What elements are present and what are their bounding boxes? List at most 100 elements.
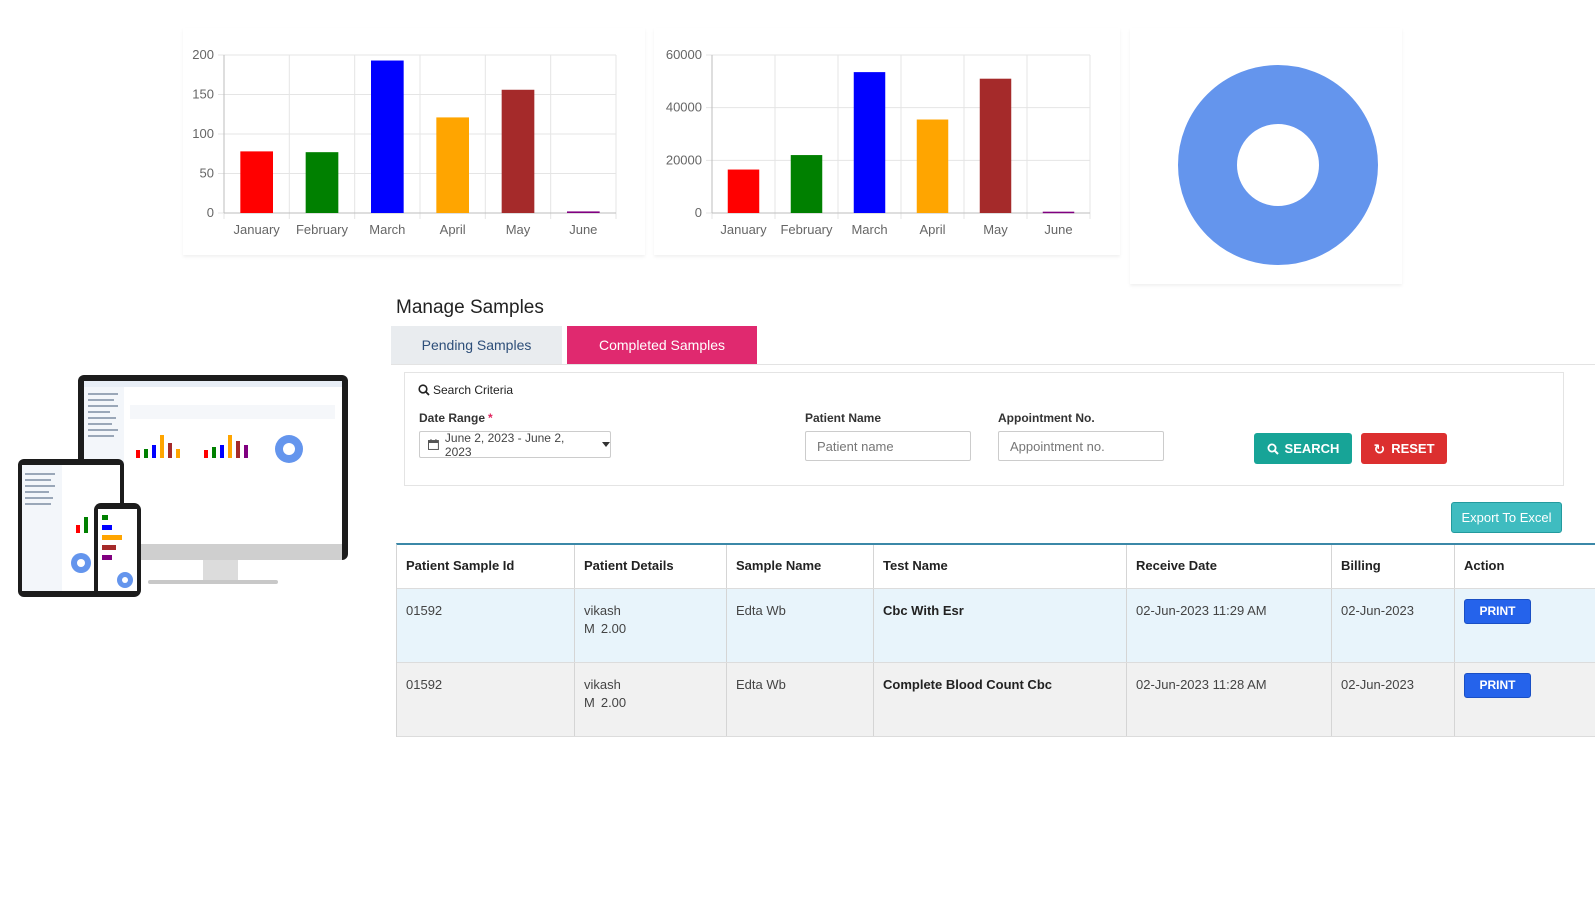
print-button[interactable]: PRINT	[1464, 672, 1531, 698]
amount-chart-x-tick-label: June	[1044, 222, 1072, 237]
sample-name-cell: Edta Wb	[727, 589, 874, 662]
amount-chart-bar-april	[916, 119, 949, 213]
count-chart-y-tick-label: 200	[192, 47, 214, 62]
count-chart-x-tick-label: January	[234, 222, 281, 237]
table-row: 01592 vikash M 2.00 Edta Wb Complete Bloo…	[397, 663, 1595, 737]
date-range-label-text: Date Range	[419, 411, 486, 425]
calendar-icon	[428, 439, 439, 450]
billing-cell: 02-Jun-2023	[1332, 589, 1455, 662]
action-cell: PRINT	[1455, 663, 1595, 736]
appointment-no-input[interactable]	[998, 431, 1164, 461]
monthly-amount-bar-chart: 0 20000 40000 60000 January February March Apri…	[666, 47, 1091, 237]
appointment-no-label: Appointment No.	[998, 411, 1095, 425]
print-button[interactable]: PRINT	[1464, 598, 1531, 624]
amount-chart-bar-february	[790, 155, 823, 213]
tab-pending-samples[interactable]: Pending Samples	[391, 326, 562, 364]
export-to-excel-button[interactable]: Export To Excel	[1451, 502, 1562, 533]
required-mark: *	[488, 411, 493, 425]
column-header: Sample Name	[727, 545, 874, 588]
test-name-cell: Cbc With Esr	[874, 589, 1127, 662]
patient-name-label: Patient Name	[805, 411, 882, 425]
patient-demographics: M 2.00	[584, 695, 718, 710]
amount-chart-x-tick-label: March	[851, 222, 887, 237]
amount-chart-bar-march	[853, 72, 886, 213]
date-range-label: Date Range *	[419, 411, 493, 425]
count-chart-y-tick-label: 0	[207, 205, 214, 220]
patient-gender: M	[584, 621, 595, 636]
amount-chart-bar-june	[1042, 211, 1075, 214]
date-range-picker[interactable]: June 2, 2023 - June 2, 2023	[419, 430, 611, 459]
count-chart-x-tick-label: June	[569, 222, 597, 237]
amount-chart-y-tick-label: 20000	[666, 152, 702, 167]
amount-chart-x-tick-label: May	[983, 222, 1008, 237]
count-chart-bar-march	[371, 60, 404, 213]
count-chart-y-tick-label: 100	[192, 126, 214, 141]
column-header: Receive Date	[1127, 545, 1332, 588]
doughnut-slice	[1178, 65, 1378, 265]
column-header: Patient Sample Id	[397, 545, 575, 588]
reset-button[interactable]: ↻ RESET	[1361, 433, 1447, 464]
count-chart-x-tick-label: March	[369, 222, 405, 237]
count-chart-bar-january	[240, 151, 273, 213]
patient-age: 2.00	[600, 695, 627, 710]
doughnut-chart-card	[1130, 28, 1402, 284]
amount-chart-x-tick-label: January	[720, 222, 767, 237]
patient-name: vikash	[584, 603, 621, 618]
amount-chart-bar-may	[979, 78, 1012, 213]
reset-button-label: RESET	[1391, 441, 1435, 456]
count-chart-bar-april	[436, 117, 469, 213]
page-title: Manage Samples	[396, 297, 544, 318]
patient-age: 2.00	[600, 621, 627, 636]
amount-chart-y-tick-label: 0	[695, 205, 702, 220]
date-range-value: June 2, 2023 - June 2, 2023	[444, 430, 565, 459]
refresh-icon: ↻	[1373, 440, 1386, 457]
column-header: Billing	[1332, 545, 1455, 588]
action-cell: PRINT	[1455, 589, 1595, 662]
samples-table: Patient Sample Id Patient Details Sample…	[396, 543, 1595, 737]
amount-chart-x-tick-label: February	[780, 222, 833, 237]
caret-down-icon	[602, 442, 610, 447]
receive-date-cell: 02-Jun-2023 11:29 AM	[1127, 589, 1332, 662]
count-chart-bar-february	[305, 152, 339, 213]
column-header: Test Name	[874, 545, 1127, 588]
search-criteria-label: Search Criteria	[433, 383, 514, 397]
patient-gender: M	[584, 695, 595, 710]
patient-name: vikash	[584, 677, 621, 692]
billing-cell: 02-Jun-2023	[1332, 663, 1455, 736]
count-chart-bar-june	[567, 211, 600, 213]
doughnut-chart	[1178, 65, 1378, 265]
test-name-cell: Complete Blood Count Cbc	[874, 663, 1127, 736]
sample-id-cell: 01592	[397, 663, 575, 736]
table-row: 01592 vikash M 2.00 Edta Wb Cbc With Esr …	[397, 589, 1595, 663]
patient-details-cell: vikash M 2.00	[575, 589, 727, 662]
sample-tabs: Pending Samples Completed Samples	[391, 326, 1595, 365]
count-chart-y-tick-label: 150	[192, 87, 214, 102]
search-icon	[1267, 443, 1279, 455]
receive-date-cell: 02-Jun-2023 11:28 AM	[1127, 663, 1332, 736]
monthly-count-bar-chart: 0 50 100 150 200 January February March April May…	[192, 47, 617, 237]
count-chart-x-tick-label: April	[440, 222, 466, 237]
patient-details-cell: vikash M 2.00	[575, 663, 727, 736]
count-chart-x-tick-label: February	[296, 222, 349, 237]
amount-chart-y-tick-label: 60000	[666, 47, 702, 62]
count-chart-y-tick-label: 50	[200, 166, 214, 181]
patient-demographics: M 2.00	[584, 621, 718, 636]
amount-chart-bar-january	[727, 169, 760, 213]
search-button[interactable]: SEARCH	[1254, 433, 1352, 464]
search-icon	[418, 384, 430, 396]
monthly-count-chart-card: 0 50 100 150 200 January February March April May…	[183, 28, 645, 255]
column-header: Patient Details	[575, 545, 727, 588]
search-criteria-panel: Search Criteria Date Range * June 2, 2023…	[404, 372, 1564, 486]
count-chart-x-tick-label: May	[506, 222, 531, 237]
tab-completed-samples[interactable]: Completed Samples	[567, 326, 757, 364]
amount-chart-y-tick-label: 40000	[666, 100, 702, 115]
monthly-amount-chart-card: 0 20000 40000 60000 January February March Apri…	[654, 28, 1120, 255]
search-button-label: SEARCH	[1284, 441, 1340, 456]
column-header: Action	[1455, 545, 1595, 588]
table-header-row: Patient Sample Id Patient Details Sample…	[397, 545, 1595, 589]
search-criteria-header: Search Criteria	[418, 383, 513, 397]
patient-name-input[interactable]	[805, 431, 971, 461]
responsive-devices-illustration	[18, 375, 353, 600]
sample-name-cell: Edta Wb	[727, 663, 874, 736]
count-chart-bar-may	[501, 89, 535, 213]
